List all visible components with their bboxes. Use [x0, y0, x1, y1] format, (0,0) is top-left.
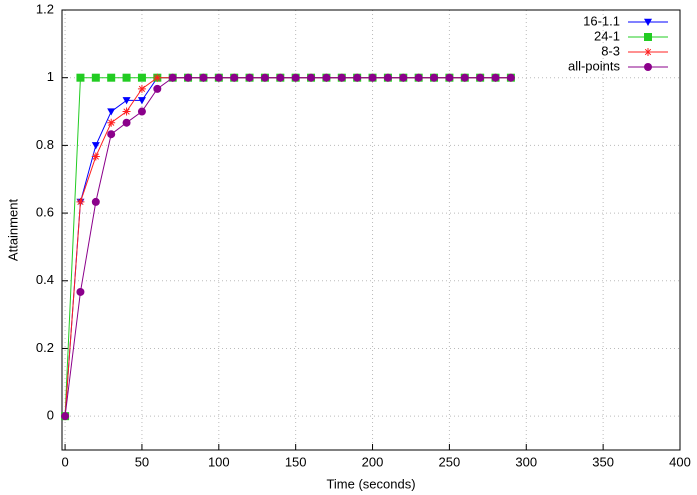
plot-frame [61, 9, 681, 451]
marker [644, 33, 652, 41]
marker [137, 84, 146, 93]
marker [122, 118, 131, 127]
marker [353, 73, 362, 82]
marker [91, 142, 100, 150]
marker [153, 73, 162, 82]
x-tick-label: 300 [515, 454, 537, 469]
marker [168, 73, 177, 82]
x-tick-label: 400 [669, 454, 691, 469]
marker [76, 73, 85, 82]
marker [337, 73, 346, 82]
marker [307, 73, 316, 82]
marker [199, 73, 208, 82]
marker [107, 73, 116, 82]
x-axis-label: Time (seconds) [326, 476, 415, 491]
legend-label: 16-1.1 [583, 13, 620, 28]
marker [137, 107, 146, 116]
y-axis-label: Attainment [5, 199, 20, 262]
marker [414, 73, 423, 82]
y-tick-label: 0.4 [36, 272, 54, 287]
x-tick-label: 50 [135, 454, 149, 469]
legend-label: 24-1 [594, 28, 620, 43]
series-line [64, 77, 511, 417]
x-tick-label: 250 [439, 454, 461, 469]
marker [644, 48, 652, 56]
marker [107, 108, 116, 116]
y-tick-label: 0.2 [36, 340, 54, 355]
marker [137, 73, 146, 82]
marker [122, 97, 131, 105]
x-tick-label: 0 [61, 454, 68, 469]
y-tick-label: 0 [47, 408, 54, 423]
legend-label: 8-3 [601, 43, 620, 58]
marker [383, 73, 392, 82]
marker [91, 197, 100, 206]
marker [399, 73, 408, 82]
marker [430, 73, 439, 82]
x-tick-label: 150 [285, 454, 307, 469]
legend-label: all-points [568, 58, 621, 73]
y-tick-label: 0.6 [36, 205, 54, 220]
marker [276, 73, 285, 82]
x-tick-label: 350 [592, 454, 614, 469]
marker [368, 73, 377, 82]
marker [91, 152, 100, 161]
marker [107, 130, 116, 139]
marker [445, 73, 454, 82]
marker [76, 287, 85, 296]
series-line [64, 77, 511, 417]
marker [153, 84, 162, 93]
marker [506, 73, 515, 82]
marker [460, 73, 469, 82]
marker [644, 18, 652, 26]
series-line [64, 77, 511, 417]
marker [491, 73, 500, 82]
x-tick-label: 100 [208, 454, 230, 469]
y-tick-label: 1.2 [36, 1, 54, 16]
marker [184, 73, 193, 82]
y-tick-label: 1 [47, 69, 54, 84]
y-tick-label: 0.8 [36, 137, 54, 152]
marker [107, 118, 116, 127]
marker [137, 97, 146, 105]
marker [214, 73, 223, 82]
marker [61, 412, 70, 421]
marker [322, 73, 331, 82]
marker [260, 73, 269, 82]
series-line [64, 77, 511, 417]
marker [245, 73, 254, 82]
marker [122, 107, 131, 116]
x-tick-label: 200 [362, 454, 384, 469]
marker [230, 73, 239, 82]
marker [91, 73, 100, 82]
marker [476, 73, 485, 82]
marker [76, 197, 85, 206]
marker [291, 73, 300, 82]
marker [644, 63, 652, 71]
marker [122, 73, 131, 82]
